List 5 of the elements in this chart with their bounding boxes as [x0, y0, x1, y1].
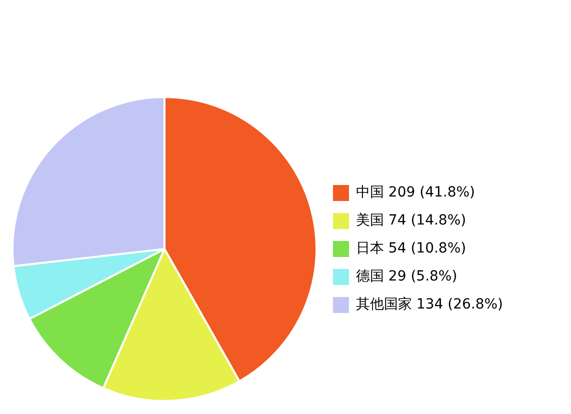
- legend-label: 美国 74 (14.8%): [356, 212, 466, 229]
- legend-label: 其他国家 134 (26.8%): [356, 296, 504, 313]
- legend-label: 日本 54 (10.8%): [356, 240, 466, 257]
- legend-label: 德国 29 (5.8%): [356, 268, 458, 285]
- legend-label: 中国 209 (41.8%): [356, 184, 476, 201]
